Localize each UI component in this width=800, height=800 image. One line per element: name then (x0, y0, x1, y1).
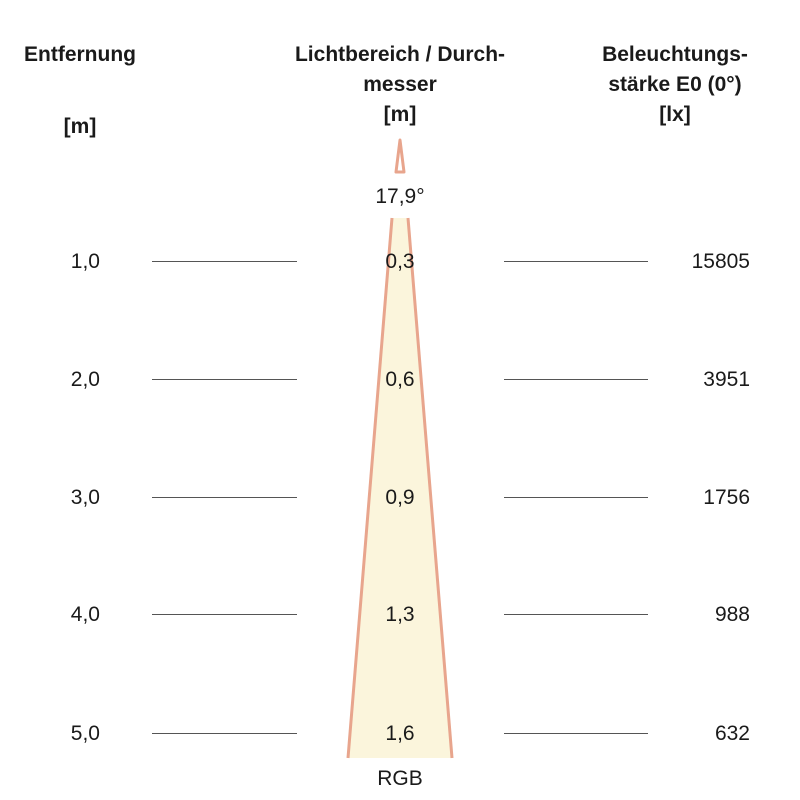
row-rule-left (152, 379, 297, 380)
row-rule-left (152, 497, 297, 498)
row-rule-left (152, 733, 297, 734)
distance-value: 1,0 (70, 250, 100, 273)
distance-value: 5,0 (70, 722, 100, 745)
distance-header-unit: [m] (63, 115, 97, 138)
beam-header-unit: [m] (383, 103, 417, 126)
beam-type-label: RGB (377, 767, 423, 790)
illuminance-header-title-line1: Beleuchtungs- (602, 43, 748, 66)
row-rule-right (504, 379, 648, 380)
row-rule-right (504, 614, 648, 615)
illuminance-header-title-line2: stärke E0 (0°) (608, 73, 742, 96)
illuminance-header: Beleuchtungs- stärke E0 (0°) [lx] (575, 40, 775, 130)
diameter-value: 1,6 (385, 722, 415, 745)
distance-value: 3,0 (70, 486, 100, 509)
beam-header-title-line1: Lichtbereich / Durch- (294, 43, 506, 66)
beam-tip (394, 138, 406, 174)
distance-value: 4,0 (70, 603, 100, 626)
beam-header-title-line2: messer (363, 73, 437, 96)
illuminance-header-unit: [lx] (659, 103, 691, 126)
lux-value: 3951 (703, 368, 750, 391)
row-rule-right (504, 497, 648, 498)
diameter-value: 0,3 (385, 250, 415, 273)
beam-header: Lichtbereich / Durch- messer [m] (270, 40, 530, 130)
row-rule-right (504, 261, 648, 262)
row-rule-left (152, 261, 297, 262)
row-rule-left (152, 614, 297, 615)
lux-value: 632 (714, 722, 750, 745)
diameter-value: 0,9 (385, 486, 415, 509)
distance-header: Entfernung [m] (0, 40, 160, 142)
beam-edge-left (346, 217, 394, 759)
beam-angle-label: 17,9° (375, 185, 425, 208)
diameter-value: 0,6 (385, 368, 415, 391)
beam-fill (348, 218, 452, 758)
diameter-value: 1,3 (385, 603, 415, 626)
lux-value: 1756 (703, 486, 750, 509)
lux-value: 988 (714, 603, 750, 626)
beam-edge-right (406, 217, 454, 759)
distance-header-title: Entfernung (24, 43, 136, 66)
row-rule-right (504, 733, 648, 734)
lux-value: 15805 (691, 250, 750, 273)
distance-value: 2,0 (70, 368, 100, 391)
